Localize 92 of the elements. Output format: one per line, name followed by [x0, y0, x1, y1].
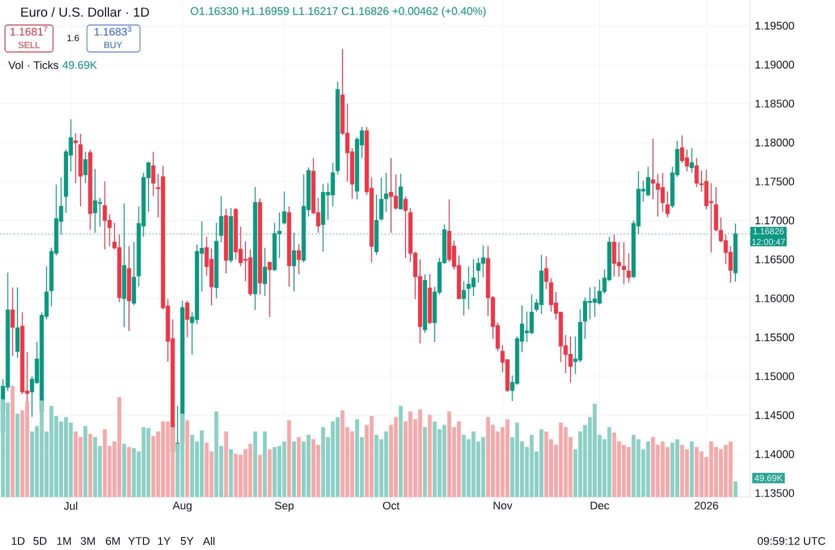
x-tick-label: 2026 — [694, 502, 718, 510]
candlestick — [88, 149, 92, 230]
bar — [428, 414, 432, 498]
text: 12:00:47 — [752, 238, 785, 245]
text: 5Y — [180, 537, 194, 545]
candlestick — [151, 151, 156, 197]
x-tick-label: Oct — [382, 502, 400, 510]
chart-title: Euro / U.S. Dollar · 1D — [21, 7, 149, 17]
y-tick-label: 1.13500 — [756, 489, 794, 497]
bar — [258, 454, 262, 498]
chart-title: Vol · Ticks — [8, 60, 58, 70]
candlestick — [544, 256, 548, 290]
annotation: SELL — [18, 42, 40, 48]
text: YTD — [128, 537, 150, 545]
bar — [228, 449, 233, 498]
ref-line-label: 1.16826 — [753, 228, 784, 234]
candlestick — [428, 274, 432, 325]
y-tick-label: 1.15500 — [756, 333, 794, 342]
y-tick-label: 1.14500 — [756, 411, 794, 420]
candlestick — [626, 252, 631, 284]
bar — [398, 406, 403, 498]
candlestick — [690, 148, 694, 174]
y-tick-label: 1.17000 — [756, 216, 794, 224]
x-tick-label: Dec — [590, 502, 610, 510]
bar — [88, 434, 92, 498]
bar — [224, 432, 228, 498]
candlestick — [384, 172, 388, 212]
text: 49.69K — [754, 474, 783, 482]
candlestick — [650, 138, 656, 200]
candlestick — [287, 206, 292, 288]
candlestick — [462, 280, 466, 316]
y-tick-label: 1.14000 — [756, 450, 794, 458]
candlestick — [74, 132, 78, 184]
x-tick-label: Nov — [494, 502, 512, 510]
candlestick — [282, 191, 286, 225]
bar — [734, 481, 738, 498]
candlestick — [296, 243, 301, 275]
candlestick — [262, 247, 267, 296]
y-tick-label: 1.19500 — [756, 22, 794, 30]
bar — [262, 432, 267, 498]
candlestick — [268, 261, 272, 318]
text: 1M — [57, 537, 71, 545]
y-tick-label: 1.18500 — [756, 100, 794, 108]
text: 5D — [33, 537, 47, 545]
y-tick-label: 1.17500 — [756, 178, 794, 186]
bar — [292, 442, 296, 498]
bar — [268, 449, 272, 498]
bar — [127, 447, 131, 498]
x-tick-label: Jul — [64, 502, 78, 510]
annotation: BUY — [104, 42, 122, 48]
y-tick-label: 1.18000 — [756, 138, 794, 146]
candlestick — [224, 208, 228, 274]
annotation: 1.1683$^{3}$ — [94, 26, 132, 36]
bar — [122, 444, 126, 498]
candlestick — [10, 286, 15, 356]
text: 3M — [80, 537, 95, 545]
text: 1D — [12, 537, 25, 545]
candlestick — [665, 191, 670, 218]
candlestick — [132, 242, 136, 306]
candlestick — [185, 300, 190, 338]
bar — [16, 414, 20, 498]
candlestick — [622, 242, 626, 285]
candlestick — [15, 286, 20, 358]
chart-subtitle: 49.69K — [62, 61, 98, 69]
x-tick-label: Aug — [172, 502, 192, 512]
candlestick — [404, 196, 408, 258]
candlestick — [398, 173, 403, 210]
candlestick — [126, 246, 132, 332]
bar — [287, 420, 292, 498]
annotation: 1.6 — [67, 34, 79, 42]
candlestick — [694, 158, 699, 188]
bar — [10, 386, 15, 498]
candlestick — [379, 177, 384, 221]
text: 1Y — [158, 537, 170, 545]
bar — [83, 426, 88, 498]
bar — [423, 427, 427, 498]
bar — [690, 442, 694, 498]
candlestick — [78, 134, 83, 207]
bar — [185, 420, 190, 498]
y-tick-label: 1.19000 — [756, 60, 794, 69]
text: 6M — [106, 537, 120, 545]
candlestick — [83, 151, 88, 184]
text: O1.16330 H1.16959 L1.16217 C1.16826 +0.00462 (+0.40%) — [190, 6, 486, 18]
y-tick-label: 1.16500 — [756, 256, 794, 264]
bar — [296, 437, 301, 498]
text: 09:59:12 UTC — [758, 537, 826, 545]
x-tick-label: Sep — [275, 502, 294, 512]
y-tick-label: 1.16000 — [756, 294, 794, 302]
bar — [253, 432, 258, 498]
y-tick-label: 1.15000 — [756, 372, 794, 380]
annotation: 1.1681$^{7}$ — [10, 26, 48, 36]
text: All — [202, 537, 214, 545]
